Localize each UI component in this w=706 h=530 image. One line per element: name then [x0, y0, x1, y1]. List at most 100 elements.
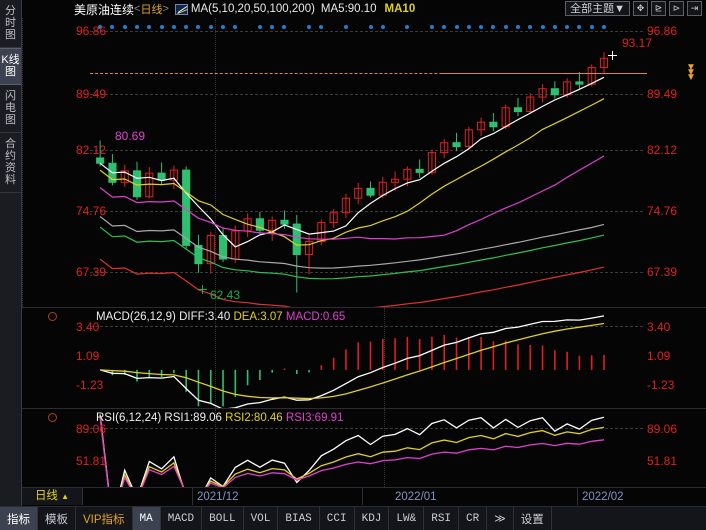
tab-vol[interactable]: VOL	[244, 507, 279, 530]
date-marker-dot	[159, 25, 164, 29]
date-marker-dot	[184, 25, 189, 29]
tab-settings[interactable]: 设置	[514, 507, 552, 530]
sidebar-item-tick-chart[interactable]: 分时图	[0, 0, 21, 48]
macd-plot	[99, 315, 605, 408]
bracket-close: >	[162, 3, 169, 15]
zoom-expand-glyph: ⊳	[672, 3, 681, 13]
date-tick	[577, 488, 578, 505]
date-marker-dot	[454, 25, 459, 29]
tab-macd[interactable]: MACD	[161, 507, 203, 530]
macd-y-label-right: 1.09	[647, 349, 671, 363]
zoom-fit-glyph: ⊵	[654, 3, 663, 13]
date-marker-dot	[491, 25, 496, 29]
tab-label: BOLL	[209, 513, 236, 525]
crosshair-move-icon[interactable]: ✥	[633, 1, 648, 16]
date-tick	[192, 488, 193, 505]
low-marker-callout: 62.43	[210, 288, 241, 302]
date-marker-dot	[233, 25, 238, 29]
date-marker-dot-row	[90, 25, 643, 31]
price-pane[interactable]: 96.86 96.86 89.49 89.49 82.12 82.12 74.7…	[22, 18, 706, 307]
macd-y-label: -1.23	[76, 378, 104, 392]
macd-y-label-right: 3.40	[647, 320, 671, 334]
date-marker-dot	[565, 25, 570, 29]
gridline	[90, 31, 643, 32]
tab-indicators[interactable]: 指标	[0, 507, 38, 530]
date-label: 2022/01	[395, 491, 437, 503]
tab-rsi[interactable]: RSI	[424, 507, 460, 530]
tab-kdj[interactable]: KDJ	[355, 507, 390, 530]
rsi-plot	[99, 414, 605, 487]
date-marker-dot	[601, 25, 606, 29]
crosshair-glyph: ✥	[636, 3, 645, 13]
date-marker-dot	[221, 25, 226, 29]
date-marker-dot	[135, 25, 139, 29]
sidebar-label-lightning: 闪电图	[5, 90, 16, 126]
tab-label: MACD	[167, 513, 195, 525]
gridline	[90, 326, 643, 327]
exit-glyph: ⇥	[690, 3, 699, 13]
theme-select[interactable]: 全部主题▼	[565, 1, 630, 16]
date-marker-dot	[147, 25, 152, 29]
date-marker-dot	[515, 25, 520, 29]
period-selector-button[interactable]: 日线 ▲	[22, 488, 83, 505]
sidebar-label-tick: 分时图	[5, 5, 16, 41]
sidebar-item-candlestick-chart[interactable]: K线图	[0, 48, 21, 85]
price-arrow-icon: ▼ ▼ ▼	[686, 62, 696, 83]
tab-label: 设置	[520, 514, 544, 526]
date-marker-dot	[589, 25, 594, 29]
price-y-label: 89.49	[76, 87, 107, 101]
tab-cr[interactable]: CR	[459, 507, 488, 530]
sidebar-item-contract-info[interactable]: 合约资料	[0, 133, 21, 193]
rsi-pane-toggle[interactable]	[48, 413, 57, 422]
macd-title: MACD(26,12,9) DIFF:3.40 DEA:3.07 MACD:0.…	[96, 311, 345, 323]
chart-header: 美原油连续 < 日线 > MA(5,10,20,50,100,200) MA5:…	[22, 0, 706, 18]
period-label: 日线	[140, 4, 163, 16]
macd-pane-toggle[interactable]	[48, 312, 57, 321]
price-y-label-right: 67.39	[647, 265, 678, 279]
date-marker-dot	[307, 25, 312, 29]
tab-more[interactable]: ≫	[487, 507, 514, 530]
tab-label: BIAS	[285, 513, 312, 525]
macd-params: MACD(26,12,9)	[96, 311, 176, 323]
date-marker-dot	[110, 25, 115, 29]
date-marker-dot	[380, 25, 385, 29]
macd-dea-value: DEA:3.07	[233, 311, 283, 323]
tab-label: CCI	[326, 513, 347, 525]
rsi-pane[interactable]: RSI(6,12,24) RSI1:89.06 RSI2:80.46 RSI3:…	[22, 408, 706, 487]
gridline	[90, 272, 643, 273]
tab-bias[interactable]: BIAS	[278, 507, 320, 530]
zoom-fit-icon[interactable]: ⊵	[651, 1, 666, 16]
date-axis: 日线 ▲ 2021/12 2022/01 2022/02	[22, 487, 706, 507]
macd-hist-value: MACD:0.65	[285, 311, 346, 323]
date-marker-dot	[98, 25, 103, 29]
tab-cci[interactable]: CCI	[320, 507, 355, 530]
sidebar-item-lightning-chart[interactable]: 闪电图	[0, 85, 21, 133]
tab-lwr[interactable]: LW&	[389, 507, 425, 530]
date-marker-dot	[208, 25, 213, 29]
tab-ma[interactable]: MA	[132, 507, 161, 530]
date-marker-dot	[270, 25, 275, 29]
zoom-expand-icon[interactable]: ⊳	[669, 1, 684, 16]
tab-boll[interactable]: BOLL	[202, 507, 244, 530]
ma-params-label: MA(5,10,20,50,100,200)	[190, 3, 315, 15]
rsi-y-label-right: 51.81	[647, 454, 678, 468]
vgridline	[384, 409, 385, 487]
tab-vip-indicators[interactable]: VIP指标	[76, 507, 133, 530]
high-marker-callout: 80.69	[115, 129, 146, 143]
macd-y-label: 3.40	[76, 320, 100, 334]
macd-pane[interactable]: MACD(26,12,9) DIFF:3.40 DEA:3.07 MACD:0.…	[22, 307, 706, 408]
vgridline	[215, 18, 216, 307]
rsi-y-label: 51.81	[76, 454, 107, 468]
gridline	[90, 94, 643, 95]
exit-icon[interactable]: ⇥	[687, 1, 702, 16]
tab-templates[interactable]: 模板	[38, 507, 76, 530]
price-y-label: 67.39	[76, 265, 107, 279]
date-marker-dot	[577, 25, 582, 29]
toolbar-filler	[552, 507, 706, 530]
price-y-label-right: 89.49	[647, 87, 678, 101]
macd-y-label: 1.09	[76, 349, 100, 363]
date-marker-dot	[466, 25, 471, 29]
rsi3-value: RSI3:69.91	[285, 412, 344, 424]
tab-label: RSI	[431, 513, 452, 525]
